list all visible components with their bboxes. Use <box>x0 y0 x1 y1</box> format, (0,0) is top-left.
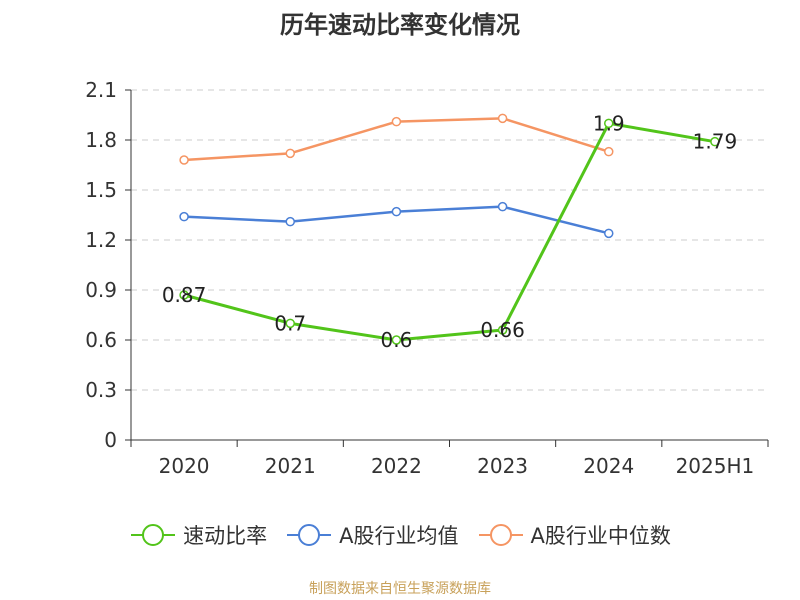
legend-item-industry-mean[interactable]: A股行业均值 <box>285 520 459 550</box>
data-label: 0.87 <box>162 283 207 307</box>
series-line <box>183 121 716 342</box>
data-point <box>604 118 614 129</box>
legend-label-industry-median: A股行业中位数 <box>530 524 671 548</box>
chart-title: 历年速动比率变化情况 <box>280 11 520 39</box>
x-tick-label: 2024 <box>583 454 634 478</box>
data-point <box>285 148 295 159</box>
data-point <box>497 201 508 212</box>
data-label: 0.7 <box>274 311 306 335</box>
y-tick-label: 0.6 <box>85 328 117 352</box>
chart-legend: 速动比率 A股行业均值 A股行业中位数 <box>0 520 800 550</box>
y-tick-label: 0.9 <box>85 278 117 302</box>
data-point <box>179 211 189 222</box>
x-tick-label: 2023 <box>477 454 528 478</box>
data-point <box>391 116 402 127</box>
y-tick-label: 0.3 <box>85 378 117 402</box>
data-point <box>285 216 295 227</box>
data-label: 1.9 <box>593 111 625 135</box>
x-tick-label: 2025H1 <box>676 454 755 478</box>
legend-item-quick-ratio[interactable]: 速动比率 <box>129 520 267 550</box>
data-point <box>285 318 295 329</box>
legend-swatch-industry-mean <box>287 524 332 546</box>
data-point <box>179 290 189 300</box>
x-tick-label: 2022 <box>371 454 422 478</box>
data-point <box>604 146 614 157</box>
data-point <box>604 228 614 239</box>
x-tick-label: 2020 <box>159 454 210 478</box>
legend-item-industry-median[interactable]: A股行业中位数 <box>477 520 671 550</box>
source-note: 制图数据来自恒生聚源数据库 <box>309 581 491 597</box>
y-tick-label: 1.8 <box>85 128 117 152</box>
data-point <box>391 335 402 345</box>
data-point <box>710 136 720 147</box>
legend-label-industry-mean: A股行业均值 <box>339 524 459 548</box>
y-tick-label: 1.2 <box>85 228 117 252</box>
y-tick-label: 0 <box>104 428 117 452</box>
data-point <box>391 206 402 217</box>
data-point <box>179 155 189 165</box>
legend-swatch-industry-median <box>478 524 523 546</box>
y-tick-label: 2.1 <box>85 78 117 102</box>
data-point <box>497 113 508 124</box>
data-point <box>497 325 508 335</box>
x-tick-label: 2021 <box>265 454 316 478</box>
y-tick-label: 1.5 <box>85 178 117 202</box>
legend-swatch-quick-ratio <box>131 524 176 546</box>
legend-label-quick-ratio: 速动比率 <box>183 524 268 548</box>
data-label: 1.79 <box>693 130 738 154</box>
data-label: 0.6 <box>381 328 413 352</box>
data-label: 0.66 <box>480 318 525 342</box>
